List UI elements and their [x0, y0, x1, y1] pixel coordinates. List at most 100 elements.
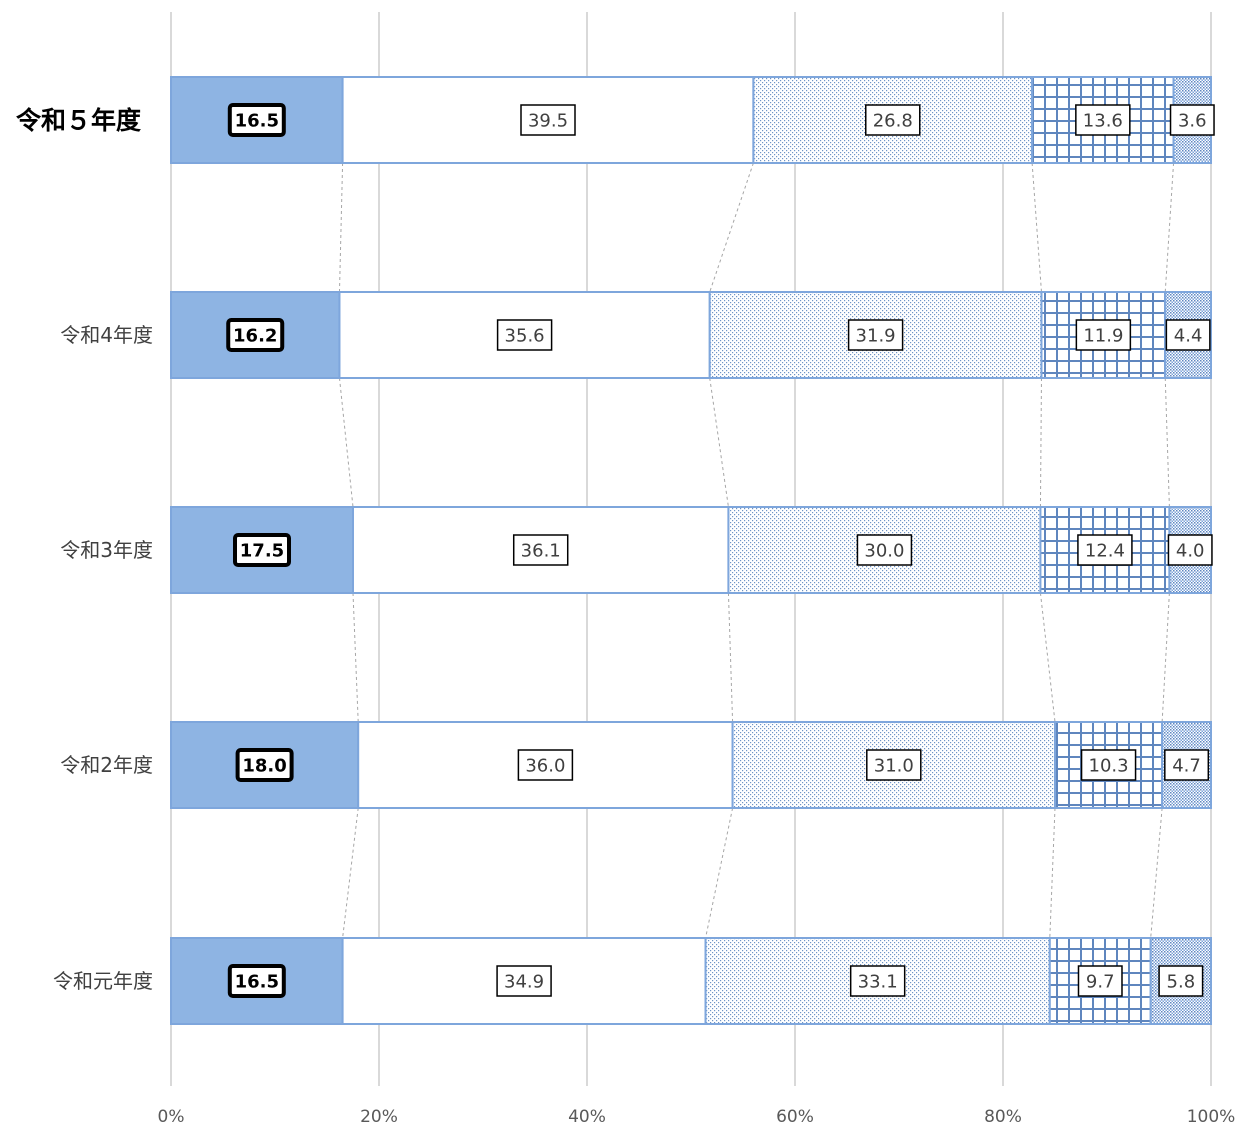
data-label-text: 13.6 [1083, 111, 1123, 132]
data-label-box [1158, 965, 1204, 997]
data-label: 4.4 [1165, 319, 1211, 351]
x-tick-label: 80% [984, 1107, 1022, 1126]
data-label-text: 18.0 [242, 756, 286, 777]
x-tick-label: 60% [776, 1107, 814, 1126]
data-label-text: 4.7 [1172, 756, 1201, 777]
data-label-box [233, 533, 291, 567]
series-line [1164, 162, 1175, 293]
series-line [338, 162, 344, 293]
data-label: 17.5 [233, 533, 291, 567]
category-label: 令和4年度 [60, 323, 153, 347]
data-label-text: 33.1 [858, 972, 898, 993]
data-label-box [496, 319, 553, 351]
data-label: 31.0 [866, 749, 922, 781]
data-label-text: 30.0 [864, 541, 904, 562]
data-label-box [1077, 965, 1123, 997]
series-line [727, 592, 734, 723]
data-label: 39.5 [520, 104, 576, 136]
data-label-text: 9.7 [1086, 972, 1115, 993]
data-label-box [517, 749, 574, 781]
data-label-text: 17.5 [240, 541, 284, 562]
data-label: 9.7 [1077, 965, 1123, 997]
x-tick-label: 0% [158, 1107, 185, 1126]
series-line [1031, 162, 1042, 293]
category-label: 令和2年度 [60, 753, 153, 777]
data-label: 13.6 [1075, 104, 1131, 136]
series-line [1049, 807, 1056, 939]
data-label-text: 31.9 [856, 326, 896, 347]
series-line [352, 592, 359, 723]
data-label-box [520, 104, 576, 136]
data-label-text: 36.0 [525, 756, 565, 777]
data-label-box [226, 318, 285, 352]
bars [170, 76, 1213, 1025]
data-label-text: 35.6 [505, 326, 545, 347]
data-label-box [849, 965, 906, 997]
data-label-box [866, 749, 922, 781]
data-labels: 16.5 39.5 26.8 13.6 3.6 16.2 35.6 31.9 11.9 4.4 17… [226, 103, 1215, 998]
data-label-box [1167, 534, 1213, 566]
data-label-box [847, 319, 904, 351]
data-label: 5.8 [1158, 965, 1204, 997]
data-label-box [235, 748, 294, 782]
data-label-text: 12.4 [1085, 541, 1125, 562]
data-label: 31.9 [847, 319, 904, 351]
data-label-box [1164, 749, 1210, 781]
series-line [709, 162, 754, 293]
x-tick-label: 100% [1187, 1107, 1236, 1126]
data-label-box [1075, 319, 1132, 351]
series-line [1039, 592, 1056, 723]
category-label: 令和元年度 [53, 969, 153, 993]
data-label-text: 31.0 [874, 756, 914, 777]
series-line [338, 377, 354, 508]
data-label-text: 4.4 [1174, 326, 1203, 347]
data-label-box [227, 964, 286, 998]
category-label: 令和3年度 [60, 538, 153, 562]
series-line [1161, 592, 1170, 723]
data-label: 26.8 [865, 104, 921, 136]
data-label-box [865, 104, 921, 136]
data-label-box [856, 534, 913, 566]
data-label: 4.7 [1164, 749, 1210, 781]
data-label-text: 11.9 [1083, 326, 1123, 347]
data-label: 35.6 [496, 319, 553, 351]
series-lines [338, 162, 1175, 939]
series-line [1164, 377, 1170, 508]
x-axis-tick-labels: 0% 20% 40% 60% 80% 100% [158, 1107, 1236, 1126]
data-label: 36.0 [517, 749, 574, 781]
data-label: 10.3 [1080, 749, 1137, 781]
series-line [1150, 807, 1163, 939]
x-tick-label: 40% [568, 1107, 606, 1126]
data-label-box [512, 534, 569, 566]
category-label: 令和５年度 [16, 106, 141, 135]
data-label: 4.0 [1167, 534, 1213, 566]
data-label-box [1165, 319, 1211, 351]
data-label: 16.5 [227, 964, 286, 998]
series-line [1039, 377, 1042, 508]
data-label-box [227, 103, 286, 137]
data-label: 30.0 [856, 534, 913, 566]
data-label-text: 16.2 [233, 326, 277, 347]
data-label: 33.1 [849, 965, 906, 997]
data-label-box [496, 965, 552, 997]
data-label: 11.9 [1075, 319, 1132, 351]
data-label-text: 16.5 [235, 972, 279, 993]
data-label: 18.0 [235, 748, 294, 782]
series-line [709, 377, 729, 508]
data-label: 3.6 [1169, 104, 1215, 136]
data-label: 34.9 [496, 965, 552, 997]
x-tick-label: 20% [360, 1107, 398, 1126]
data-label-text: 5.8 [1167, 972, 1196, 993]
data-label-text: 34.9 [504, 972, 544, 993]
data-label-text: 4.0 [1176, 541, 1205, 562]
data-label-text: 36.1 [521, 541, 561, 562]
data-label-box [1077, 534, 1133, 566]
data-label-box [1080, 749, 1137, 781]
data-label-text: 3.6 [1178, 111, 1207, 132]
data-label-box [1075, 104, 1131, 136]
data-label-text: 10.3 [1089, 756, 1129, 777]
series-line [342, 807, 359, 939]
data-label-text: 26.8 [873, 111, 913, 132]
